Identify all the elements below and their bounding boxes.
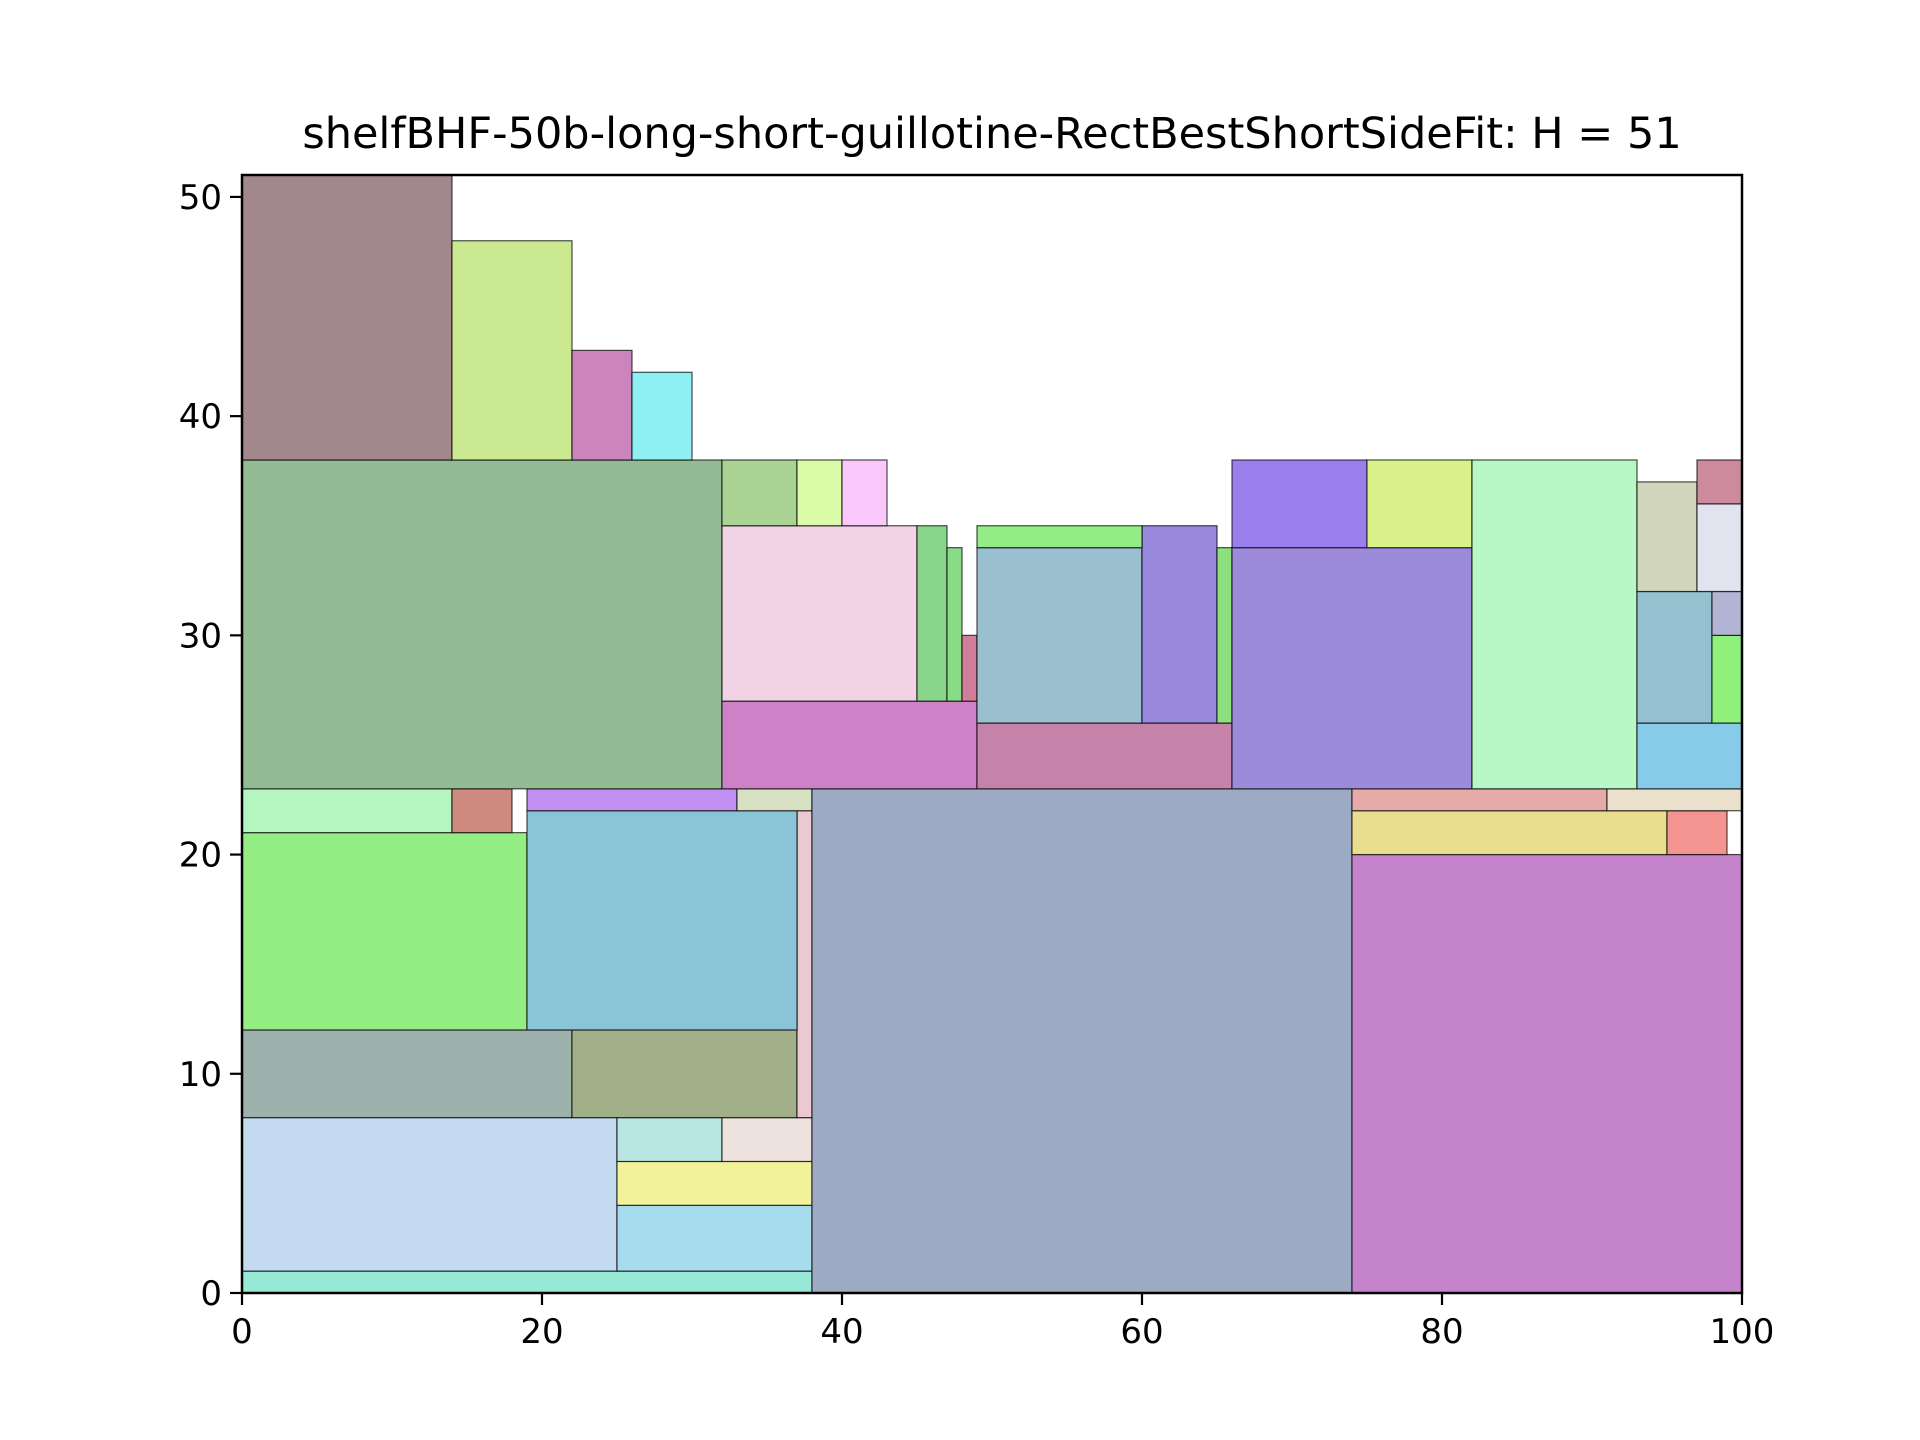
packed-rect-28 bbox=[796, 459, 843, 527]
packed-rect-35 bbox=[1231, 547, 1473, 790]
packed-rect-1 bbox=[241, 1117, 618, 1272]
packed-rect-46 bbox=[241, 174, 453, 461]
packed-rect-39 bbox=[1636, 722, 1743, 790]
packed-rect-47 bbox=[451, 240, 573, 461]
packed-rect-43 bbox=[1636, 481, 1698, 593]
packed-rect-27 bbox=[721, 459, 798, 527]
y-tick-label: 50 bbox=[179, 178, 222, 218]
packed-rect-12 bbox=[451, 788, 513, 834]
x-tick-label: 40 bbox=[820, 1312, 863, 1352]
packed-rect-22 bbox=[721, 700, 978, 790]
packed-rect-30 bbox=[976, 722, 1233, 790]
y-tick-label: 30 bbox=[179, 616, 222, 656]
packed-rect-31 bbox=[976, 547, 1143, 724]
x-tick-label: 20 bbox=[520, 1312, 563, 1352]
packed-rect-15 bbox=[811, 788, 1353, 1294]
packed-rect-11 bbox=[241, 788, 453, 834]
packed-rect-0 bbox=[241, 1270, 813, 1294]
x-tick-label: 100 bbox=[1710, 1312, 1775, 1352]
x-tick-label: 0 bbox=[231, 1312, 253, 1352]
packed-rect-33 bbox=[1216, 547, 1233, 724]
packed-rect-32 bbox=[1141, 525, 1218, 724]
y-tick-label: 20 bbox=[179, 836, 222, 876]
y-tick-label: 0 bbox=[200, 1274, 222, 1314]
packed-rect-23 bbox=[721, 525, 918, 702]
packed-rect-17 bbox=[1351, 810, 1668, 856]
packed-rect-9 bbox=[241, 832, 528, 1031]
x-tick-label: 60 bbox=[1120, 1312, 1163, 1352]
packed-rect-19 bbox=[1351, 788, 1608, 812]
packed-rect-8 bbox=[796, 810, 813, 1119]
packed-rect-42 bbox=[1711, 590, 1743, 636]
x-tick-label: 80 bbox=[1420, 1312, 1463, 1352]
packed-rect-5 bbox=[721, 1117, 813, 1163]
packed-rect-18 bbox=[1666, 810, 1728, 856]
packed-rect-14 bbox=[736, 788, 813, 812]
y-tick-label: 40 bbox=[179, 397, 222, 437]
packed-rect-40 bbox=[1636, 590, 1713, 724]
packed-rect-6 bbox=[241, 1029, 573, 1119]
packed-rect-38 bbox=[1471, 459, 1638, 790]
packed-rect-7 bbox=[571, 1029, 798, 1119]
axes-frame bbox=[240, 173, 1744, 1295]
packed-rect-26 bbox=[961, 634, 978, 702]
packed-rect-34 bbox=[976, 525, 1143, 549]
packed-rect-13 bbox=[526, 788, 738, 812]
packed-rect-45 bbox=[1696, 459, 1743, 505]
packed-rect-20 bbox=[1606, 788, 1743, 812]
packed-rect-2 bbox=[616, 1204, 813, 1272]
packed-rect-3 bbox=[616, 1160, 813, 1206]
packed-rect-10 bbox=[526, 810, 798, 1031]
ticks-layer: 0 20 40 60 80 100 0 10 20 30 40 50 bbox=[179, 178, 1775, 1352]
packed-rect-24 bbox=[916, 525, 948, 702]
packed-rect-4 bbox=[616, 1117, 723, 1163]
rects-layer bbox=[241, 174, 1743, 1294]
packed-rect-44 bbox=[1696, 503, 1743, 593]
packed-rect-16 bbox=[1351, 853, 1743, 1294]
packed-rect-25 bbox=[946, 547, 963, 702]
packed-rect-49 bbox=[631, 371, 693, 461]
packed-rect-29 bbox=[841, 459, 888, 527]
packed-rect-21 bbox=[241, 459, 723, 790]
y-tick-label: 10 bbox=[179, 1055, 222, 1095]
packed-rect-48 bbox=[571, 349, 633, 461]
packed-rect-37 bbox=[1366, 459, 1473, 549]
packed-rect-36 bbox=[1231, 459, 1368, 549]
packed-rect-41 bbox=[1711, 634, 1743, 724]
chart-title: shelfBHF-50b-long-short-guillotine-RectB… bbox=[302, 109, 1681, 159]
